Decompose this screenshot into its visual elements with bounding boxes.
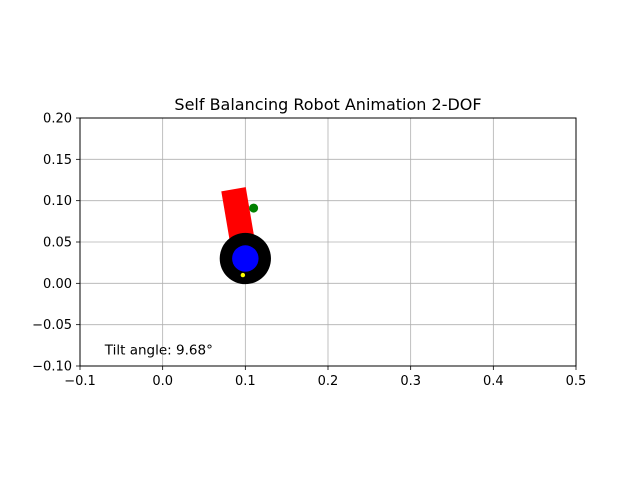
x-tick-label: 0.3: [400, 374, 421, 389]
y-tick-label: 0.20: [43, 112, 72, 127]
x-tick-label: 0.4: [483, 374, 504, 389]
x-tick-label: 0.5: [566, 374, 587, 389]
robot-wheel-hub: [232, 245, 259, 272]
x-tick-label: 0.2: [318, 374, 339, 389]
x-tick-label: −0.1: [64, 374, 96, 389]
y-tick-label: 0.15: [43, 153, 72, 168]
x-axis: −0.1 0.0 0.1 0.2 0.3 0.4 0.5: [64, 366, 586, 389]
x-tick-label: 0.1: [235, 374, 256, 389]
chart-title: Self Balancing Robot Animation 2-DOF: [174, 95, 481, 114]
tilt-angle-label: Tilt angle: 9.68°: [104, 342, 213, 358]
x-tick-label: 0.0: [152, 374, 173, 389]
y-tick-label: 0.05: [43, 236, 72, 251]
y-tick-label: −0.10: [32, 360, 72, 375]
wheel-rotation-marker: [240, 272, 246, 278]
y-tick-label: 0.00: [43, 277, 72, 292]
center-of-mass-point: [249, 203, 259, 213]
y-tick-label: 0.10: [43, 194, 72, 209]
axes-frame: [79, 117, 577, 367]
y-tick-label: −0.05: [32, 318, 72, 333]
y-axis: −0.10 −0.05 0.00 0.05 0.10 0.15 0.20: [32, 112, 80, 375]
plot-area: [219, 187, 271, 285]
